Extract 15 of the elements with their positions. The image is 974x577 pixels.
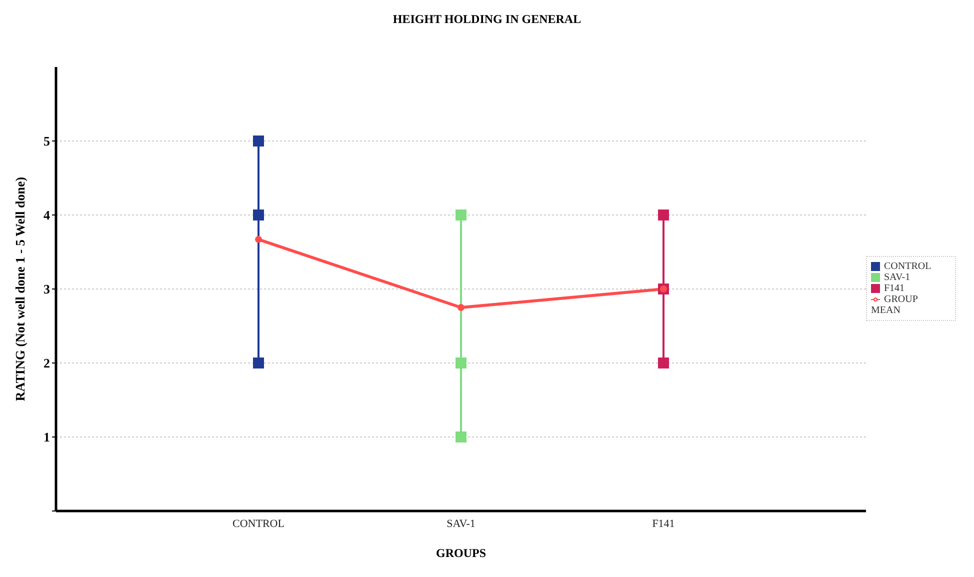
x-tick-label: CONTROL — [232, 518, 285, 530]
y-tick-label: 5 — [44, 134, 50, 149]
y-tick-label: 4 — [44, 208, 50, 223]
y-axis-title: RATING (Not well done 1 - 5 Well done) — [12, 176, 28, 402]
x-tick-label: SAV-1 — [446, 518, 476, 530]
legend-label: SAV-1 — [884, 272, 910, 283]
x-axis-title: GROUPS — [436, 546, 486, 560]
x-tick-label: F141 — [652, 518, 675, 530]
chart-title: HEIGHT HOLDING IN GENERAL — [392, 12, 582, 27]
y-tick-label: 3 — [44, 282, 50, 297]
y-tick-label: 2 — [44, 356, 50, 371]
legend-label: F141 — [884, 283, 905, 294]
legend-label: GROUP MEAN — [871, 294, 918, 316]
y-tick-label: 1 — [44, 430, 50, 445]
legend-label: CONTROL — [884, 261, 932, 272]
